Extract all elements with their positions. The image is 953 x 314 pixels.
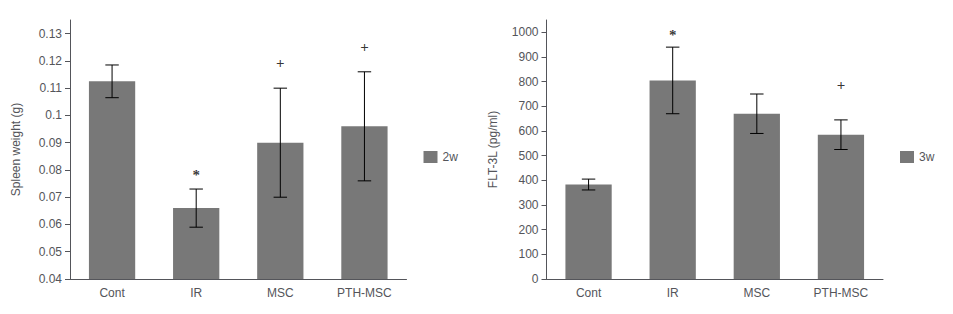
svg-text:0.05: 0.05 <box>39 245 63 259</box>
svg-text:PTH-MSC: PTH-MSC <box>814 286 869 300</box>
svg-text:0.07: 0.07 <box>39 190 63 204</box>
svg-text:Cont: Cont <box>99 286 125 300</box>
svg-text:Cont: Cont <box>576 286 602 300</box>
svg-text:0.13: 0.13 <box>39 27 63 41</box>
svg-text:PTH-MSC: PTH-MSC <box>337 286 392 300</box>
svg-text:*: * <box>192 167 200 183</box>
svg-text:2w: 2w <box>443 150 459 164</box>
svg-text:*: * <box>669 27 677 43</box>
svg-text:+: + <box>360 39 369 55</box>
svg-text:3w: 3w <box>919 150 935 164</box>
svg-text:0.06: 0.06 <box>39 217 63 231</box>
svg-text:400: 400 <box>518 173 538 187</box>
svg-text:0.12: 0.12 <box>39 54 63 68</box>
svg-text:200: 200 <box>518 223 538 237</box>
svg-text:0: 0 <box>532 272 539 286</box>
svg-text:MSC: MSC <box>267 286 294 300</box>
svg-text:0.09: 0.09 <box>39 136 63 150</box>
svg-text:0.08: 0.08 <box>39 163 63 177</box>
svg-text:FLT-3L (pg/ml): FLT-3L (pg/ml) <box>486 111 500 188</box>
svg-text:IR: IR <box>667 286 679 300</box>
svg-text:0.1: 0.1 <box>45 108 62 122</box>
svg-text:600: 600 <box>518 124 538 138</box>
svg-text:+: + <box>276 55 285 71</box>
svg-text:800: 800 <box>518 75 538 89</box>
svg-text:500: 500 <box>518 149 538 163</box>
svg-text:0.04: 0.04 <box>39 272 63 286</box>
svg-text:+: + <box>837 77 846 93</box>
svg-text:MSC: MSC <box>743 286 770 300</box>
svg-text:IR: IR <box>190 286 202 300</box>
svg-text:1000: 1000 <box>512 25 539 39</box>
svg-text:300: 300 <box>518 198 538 212</box>
svg-text:0.11: 0.11 <box>40 81 63 95</box>
svg-text:Spleen weight (g): Spleen weight (g) <box>9 103 23 196</box>
svg-text:100: 100 <box>518 247 538 261</box>
svg-text:700: 700 <box>518 99 538 113</box>
svg-text:900: 900 <box>518 50 538 64</box>
